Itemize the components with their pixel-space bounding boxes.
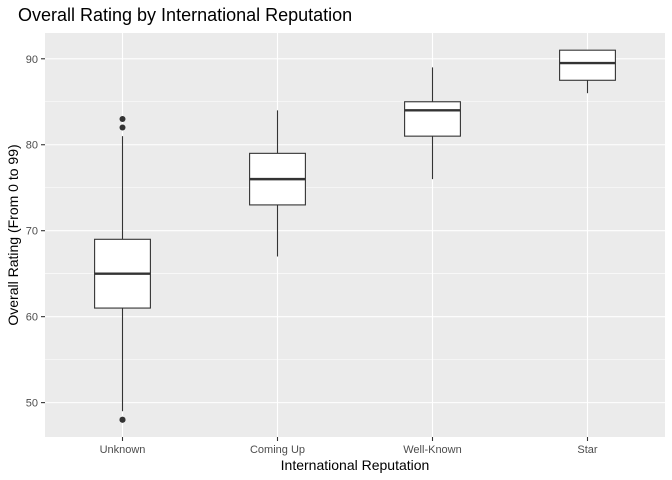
box-iqr xyxy=(404,101,461,137)
x-tick-label: Unknown xyxy=(100,444,146,456)
outlier-point xyxy=(119,416,126,423)
y-tick-label: 60 xyxy=(26,312,38,324)
y-tick-label: 50 xyxy=(26,398,38,410)
outlier-point xyxy=(119,124,126,131)
box-well-known xyxy=(404,67,461,180)
chart-title: Overall Rating by International Reputati… xyxy=(18,5,352,25)
boxes xyxy=(94,49,616,423)
y-axis: 50 60 70 80 90 xyxy=(26,54,45,410)
x-tick-label: Coming Up xyxy=(250,444,305,456)
plot-panel xyxy=(45,33,665,437)
box-star xyxy=(559,49,616,94)
outlier-point xyxy=(119,115,126,122)
x-tick-label: Star xyxy=(577,444,598,456)
y-tick-label: 70 xyxy=(26,226,38,238)
y-tick-label: 90 xyxy=(26,54,38,66)
box-unknown xyxy=(94,115,151,423)
x-tick-label: Well-Known xyxy=(403,444,462,456)
y-axis-title: Overall Rating (From 0 to 99) xyxy=(5,144,21,325)
box-iqr xyxy=(559,49,616,81)
x-axis-title: International Reputation xyxy=(281,457,430,473)
box-coming-up xyxy=(249,110,306,257)
y-tick-label: 80 xyxy=(26,140,38,152)
x-axis: Unknown Coming Up Well-Known Star xyxy=(100,437,598,456)
